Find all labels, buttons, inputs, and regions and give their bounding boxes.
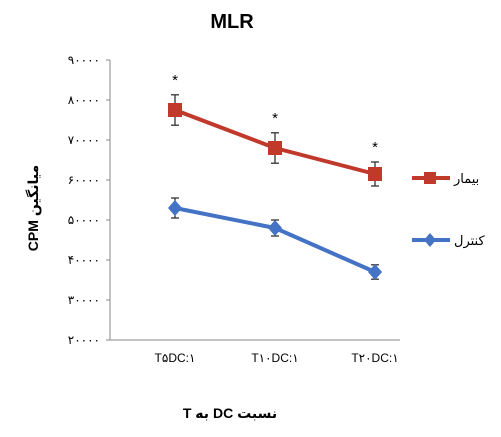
y-tick-label: ۵۰۰۰۰	[68, 213, 100, 227]
y-tick-label: ۹۰۰۰۰	[68, 53, 100, 67]
x-tick-label: T۵DC:۱	[155, 351, 196, 365]
legend-label: کنترل	[454, 233, 485, 249]
significance-annotation: *	[372, 139, 378, 156]
data-point	[168, 103, 182, 117]
y-tick-label: ۸۰۰۰۰	[68, 93, 100, 107]
significance-annotation: *	[172, 72, 178, 89]
chart-title: MLR	[210, 11, 254, 33]
series-line	[174, 206, 376, 274]
data-point	[368, 264, 382, 280]
data-point	[168, 200, 182, 216]
data-point	[368, 167, 382, 181]
legend-label: بیمار	[453, 171, 479, 187]
y-tick-label: ۴۰۰۰۰	[68, 253, 100, 267]
x-axis-label: نسبت DC به T	[183, 405, 277, 421]
x-tick-label: T۱۰DC:۱	[251, 351, 298, 365]
data-point	[268, 141, 282, 155]
data-point	[268, 220, 282, 236]
y-tick-label: ۳۰۰۰۰	[68, 293, 100, 307]
legend-marker	[424, 233, 436, 247]
y-axis-label: میانگین CPM	[25, 165, 42, 251]
y-tick-label: ۶۰۰۰۰	[68, 173, 100, 187]
y-tick-label: ۲۰۰۰۰	[68, 333, 100, 347]
legend-marker	[424, 172, 436, 184]
y-tick-label: ۷۰۰۰۰	[68, 133, 100, 147]
x-tick-label: T۲۰DC:۱	[351, 351, 398, 365]
significance-annotation: *	[272, 110, 278, 127]
